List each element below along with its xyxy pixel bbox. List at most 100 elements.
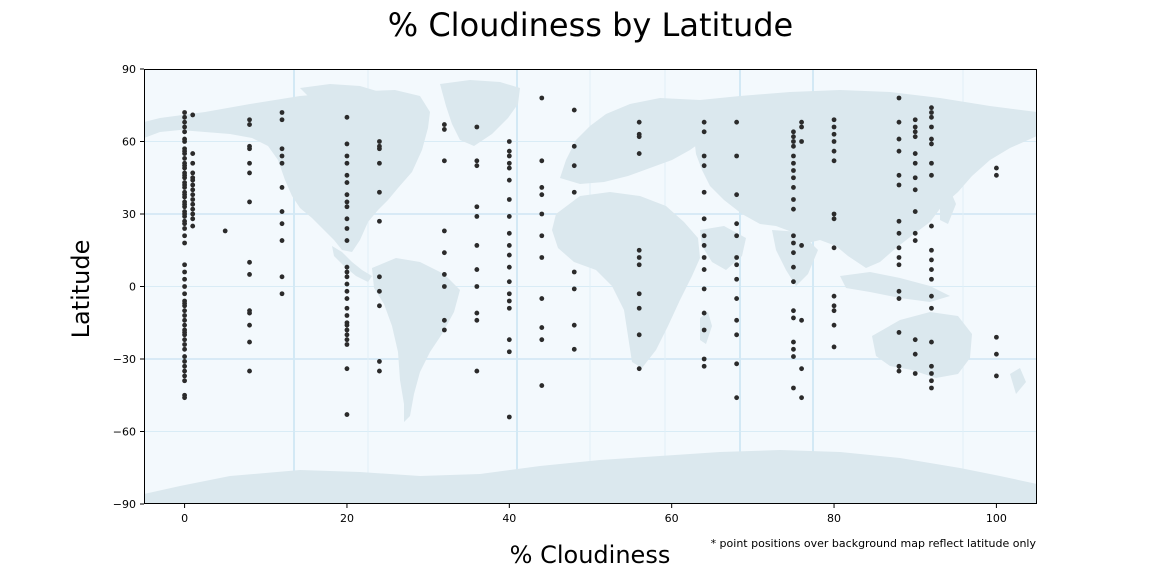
y-tick-label: −90 [113,498,136,511]
data-point [182,211,187,217]
data-point [247,160,252,166]
data-point [506,349,512,355]
data-point [506,148,512,154]
data-point [344,288,350,294]
data-point [831,158,837,164]
data-point [182,346,187,352]
data-point [994,351,999,357]
data-point [791,143,796,149]
data-point [831,211,837,217]
data-point [912,187,918,193]
data-point [896,230,902,236]
data-point [929,160,934,166]
data-point [929,124,934,130]
data-point [190,223,196,229]
data-point [896,136,902,142]
data-point [190,216,196,222]
data-point [701,153,707,159]
data-point [831,322,837,328]
data-point [182,363,187,369]
data-point [896,245,902,251]
data-point [344,327,350,333]
data-point [912,209,918,214]
data-point [831,131,837,137]
x-tick-label: 100 [986,512,1007,525]
data-point [929,293,934,299]
data-point [929,363,934,369]
data-point [247,368,252,374]
data-point [912,230,918,236]
data-point [182,322,187,328]
data-point [896,148,902,154]
data-point [701,255,707,260]
data-point [506,177,512,183]
data-point [506,197,512,202]
data-point [377,288,382,294]
data-point [182,262,187,268]
data-point [791,160,796,166]
data-point [182,182,187,188]
data-point [182,226,187,231]
data-point [506,153,512,159]
data-point [247,170,252,176]
data-point [831,148,837,154]
data-point [912,117,918,123]
data-point [701,119,707,125]
data-point [182,114,187,120]
data-point [539,192,545,198]
data-point [734,255,740,260]
data-point [279,185,285,190]
data-point [929,141,934,147]
data-point [929,305,934,311]
data-point [929,114,934,120]
data-point [831,293,837,299]
data-point [701,286,707,292]
data-point [912,151,918,156]
data-point [506,139,512,144]
data-point [896,95,902,101]
data-point [279,238,285,243]
data-point [791,168,796,173]
data-point [182,148,187,154]
data-point [182,156,187,161]
data-point [222,228,228,234]
data-point [571,346,577,352]
data-point [831,245,837,251]
data-point [344,226,350,231]
data-point [791,250,796,256]
data-point [190,151,196,156]
x-tick-label: 0 [181,512,188,525]
data-point [190,187,196,193]
data-point [539,185,545,190]
data-point [994,172,999,178]
data-point [190,170,196,176]
y-tick-label: −30 [113,353,136,366]
data-point [791,134,796,140]
data-point [344,305,350,311]
data-point [929,378,934,384]
data-point [344,238,350,243]
data-point [182,301,187,306]
data-point [182,337,187,343]
data-point [506,252,512,258]
data-point [182,342,187,347]
data-point [791,315,796,321]
data-point [441,122,447,127]
data-point [799,139,804,144]
data-point [344,322,350,328]
data-point [831,117,837,123]
data-point [896,363,902,369]
data-point [636,305,642,311]
data-point [734,153,740,159]
data-point [929,385,934,391]
data-point [344,366,350,372]
data-point [279,221,285,227]
data-point [929,105,934,111]
data-point [734,317,740,323]
world-map-background [144,69,1037,504]
data-point [734,262,740,268]
data-point [506,165,512,171]
data-point [636,262,642,268]
data-point [539,337,545,343]
data-point [734,221,740,227]
